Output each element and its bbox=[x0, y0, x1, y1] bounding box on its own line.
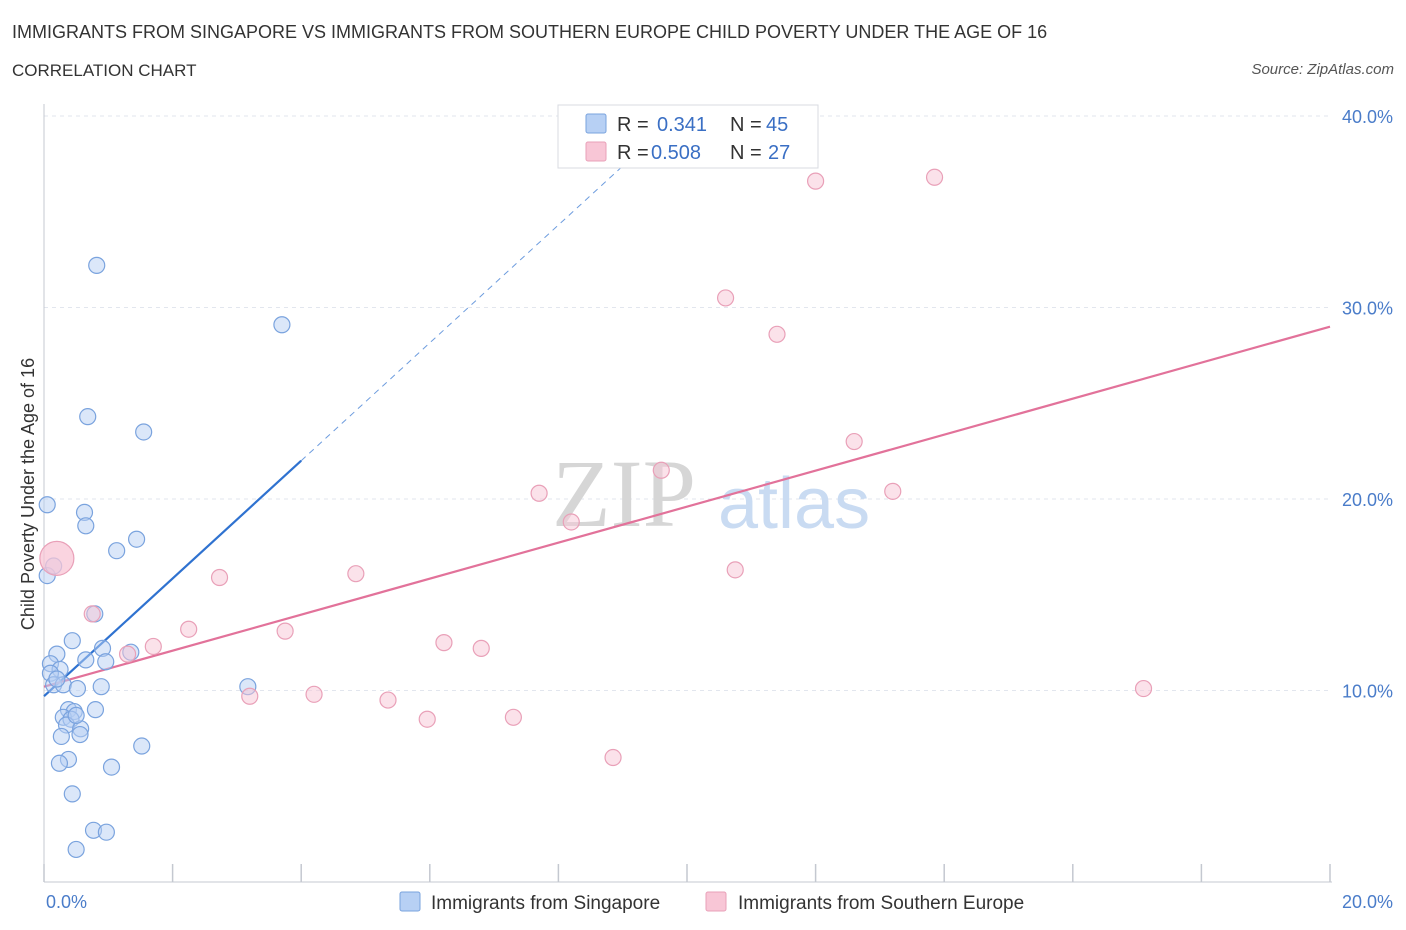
point-pink-1 bbox=[806, 172, 825, 190]
point-blue-11 bbox=[63, 632, 81, 650]
legend-swatch-southern-europe bbox=[705, 891, 727, 912]
point-blue-1 bbox=[273, 316, 291, 334]
chart-subtitle: CORRELATION CHART bbox=[12, 61, 197, 80]
point-blue-8 bbox=[108, 542, 126, 560]
point-pink-22 bbox=[379, 691, 397, 709]
point-pink-25 bbox=[604, 748, 622, 767]
source-label: Source: ZipAtlas.com bbox=[1251, 61, 1394, 78]
point-pink-7 bbox=[530, 484, 548, 502]
point-blue-15 bbox=[77, 651, 95, 669]
point-blue-36 bbox=[50, 754, 69, 772]
point-pink-18 bbox=[472, 639, 490, 657]
stats-r-value-blue: 0.341 bbox=[657, 114, 707, 136]
point-blue-44 bbox=[67, 706, 85, 724]
series-legend: Immigrants from Singapore Immigrants fro… bbox=[399, 891, 1024, 914]
point-blue-7 bbox=[127, 530, 146, 548]
trend-line-pink bbox=[43, 325, 1331, 688]
point-blue-6 bbox=[77, 517, 95, 535]
point-pink-14 bbox=[144, 637, 162, 656]
point-pink-9 bbox=[562, 513, 580, 531]
point-pink-3 bbox=[716, 289, 735, 307]
point-blue-41 bbox=[67, 840, 85, 859]
point-blue-2 bbox=[79, 408, 97, 426]
y-tick-label-1: 20.0% bbox=[1342, 490, 1393, 510]
point-blue-0 bbox=[88, 256, 106, 274]
point-blue-40 bbox=[97, 823, 115, 841]
point-blue-27 bbox=[86, 701, 105, 719]
point-pink-13 bbox=[83, 605, 101, 623]
stats-r-label: R = bbox=[617, 114, 649, 136]
point-pink-6 bbox=[652, 461, 670, 479]
stats-legend: R = 0.341 N = 45 R = 0.508 N = 27 bbox=[557, 104, 819, 169]
x-tick-labels: 0.0% 20.0% bbox=[46, 892, 1393, 912]
trend-line-ext-blue bbox=[300, 153, 636, 462]
point-blue-37 bbox=[102, 758, 121, 776]
point-blue-4 bbox=[38, 496, 56, 514]
point-blue-43 bbox=[48, 670, 66, 688]
trend-lines bbox=[43, 153, 1331, 698]
point-pink-4 bbox=[768, 325, 786, 343]
point-pink-0 bbox=[39, 540, 75, 576]
point-blue-22 bbox=[68, 679, 87, 698]
stats-n-label-2: N = bbox=[730, 142, 762, 164]
point-pink-12 bbox=[726, 561, 744, 579]
point-pink-15 bbox=[180, 620, 198, 638]
y-axis-label: Child Poverty Under the Age of 16 bbox=[18, 358, 38, 630]
point-pink-16 bbox=[276, 622, 294, 640]
stats-swatch-pink bbox=[585, 141, 607, 162]
stats-r-value-pink: 0.508 bbox=[651, 142, 701, 164]
data-points bbox=[38, 168, 1153, 859]
stats-r-label-2: R = bbox=[617, 142, 649, 164]
legend-label-southern-europe: Immigrants from Southern Europe bbox=[738, 893, 1024, 914]
stats-swatch-blue bbox=[585, 113, 607, 134]
y-tick-label-2: 30.0% bbox=[1342, 299, 1393, 319]
x-tick-label-0: 0.0% bbox=[46, 892, 87, 912]
stats-n-value-blue: 45 bbox=[766, 114, 788, 136]
point-pink-20 bbox=[241, 687, 259, 705]
chart-title: IMMIGRANTS FROM SINGAPORE VS IMMIGRANTS … bbox=[12, 22, 1048, 42]
point-blue-34 bbox=[133, 737, 151, 755]
point-blue-23 bbox=[92, 678, 110, 696]
point-pink-8 bbox=[884, 482, 902, 500]
point-blue-16 bbox=[97, 653, 115, 671]
y-tick-labels: 10.0% 20.0% 30.0% 40.0% bbox=[1342, 107, 1393, 702]
point-pink-26 bbox=[1134, 679, 1153, 698]
watermark: ZIP atlas bbox=[552, 440, 870, 547]
point-blue-33 bbox=[71, 725, 89, 744]
point-blue-3 bbox=[135, 423, 153, 441]
legend-swatch-singapore bbox=[399, 891, 421, 912]
y-tick-label-0: 10.0% bbox=[1342, 682, 1393, 702]
legend-label-singapore: Immigrants from Singapore bbox=[431, 893, 660, 914]
point-pink-10 bbox=[210, 568, 229, 587]
point-pink-5 bbox=[845, 432, 863, 451]
point-blue-38 bbox=[63, 785, 81, 803]
stats-n-label: N = bbox=[730, 114, 762, 136]
point-pink-2 bbox=[925, 168, 944, 186]
point-pink-17 bbox=[435, 634, 453, 652]
point-pink-19 bbox=[118, 645, 137, 663]
point-pink-24 bbox=[504, 708, 522, 726]
point-pink-11 bbox=[347, 565, 365, 583]
x-tick-label-1: 20.0% bbox=[1342, 892, 1393, 912]
y-tick-label-3: 40.0% bbox=[1342, 107, 1393, 127]
gridlines bbox=[44, 115, 1330, 691]
point-blue-32 bbox=[52, 727, 70, 746]
point-pink-21 bbox=[305, 685, 323, 703]
point-pink-23 bbox=[418, 710, 436, 728]
axes bbox=[43, 104, 1332, 883]
stats-n-value-pink: 27 bbox=[768, 142, 790, 164]
watermark-zip: ZIP bbox=[552, 440, 696, 547]
